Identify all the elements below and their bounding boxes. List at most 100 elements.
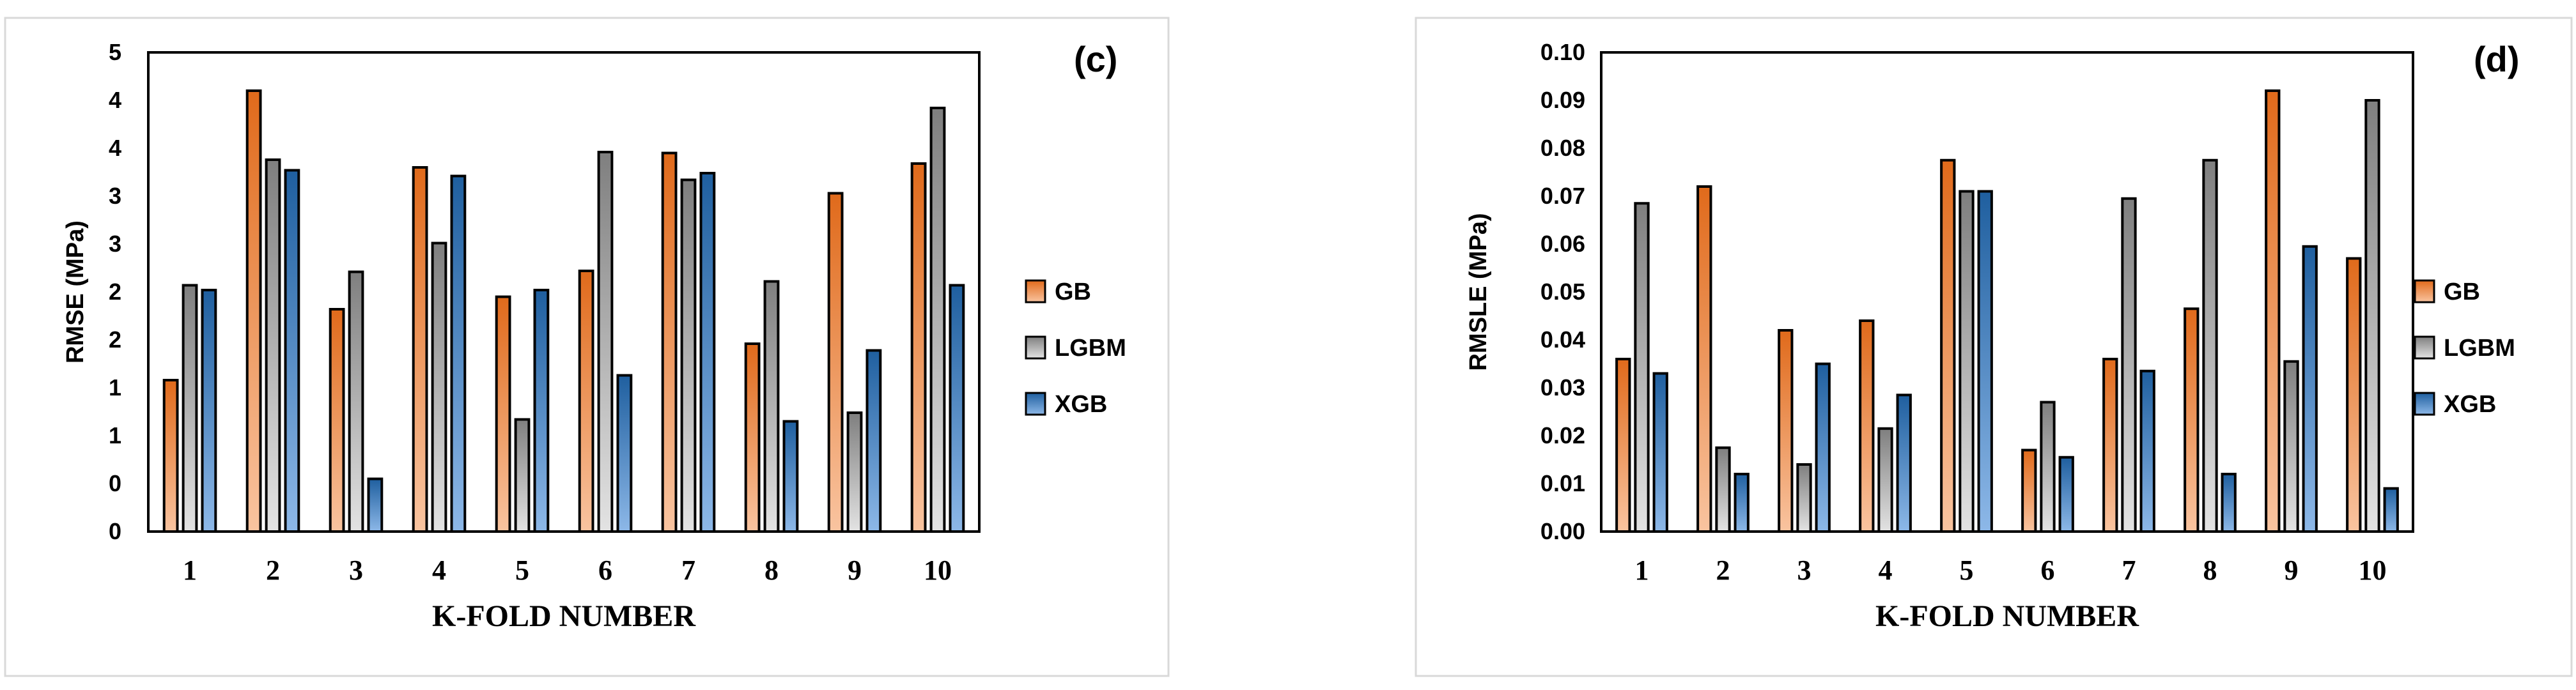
bar-lgbm-fold-7 <box>2121 197 2137 533</box>
bar-lgbm-fold-9 <box>846 411 863 533</box>
legend-label-lgbm: LGBM <box>2444 335 2515 362</box>
y-axis-label: RMSLE (MPa) <box>1465 213 1492 371</box>
y-tick-label: 0.02 <box>1540 422 1585 448</box>
bar-lgbm-fold-10 <box>929 107 946 533</box>
x-tick-label: 3 <box>1797 555 1812 586</box>
x-tick-label: 2 <box>266 555 280 586</box>
legend: GB LGBM XGB <box>2414 279 2515 418</box>
bar-lgbm-fold-1 <box>1634 202 1650 533</box>
bar-gb-fold-3 <box>1778 329 1794 533</box>
x-tick-label: 6 <box>2041 555 2055 586</box>
bar-lgbm-fold-2 <box>265 158 281 533</box>
bar-lgbm-fold-10 <box>2364 99 2380 533</box>
bar-lgbm-fold-7 <box>680 178 697 533</box>
y-tick-label: 0.09 <box>1540 87 1585 113</box>
bar-xgb-fold-8 <box>2221 473 2237 533</box>
y-tick-label: 3 <box>109 183 121 209</box>
bar-gb-fold-2 <box>245 89 262 533</box>
bar-xgb-fold-3 <box>1815 362 1831 533</box>
bar-xgb-fold-2 <box>1734 473 1750 533</box>
bar-xgb-fold-3 <box>367 477 384 533</box>
bar-xgb-fold-10 <box>2383 487 2399 533</box>
y-tick-label: 0.06 <box>1540 231 1585 257</box>
x-tick-label: 7 <box>2122 555 2136 586</box>
bar-xgb-fold-4 <box>1896 394 1912 533</box>
bar-gb-fold-7 <box>2102 358 2118 533</box>
x-tick-label: 1 <box>183 555 197 586</box>
legend-label-xgb: XGB <box>2444 391 2496 418</box>
legend-label-xgb: XGB <box>1055 391 1107 418</box>
bar-lgbm-fold-6 <box>2040 401 2056 533</box>
bar-gb-fold-8 <box>744 342 761 533</box>
bar-xgb-fold-9 <box>2302 245 2318 533</box>
bar-lgbm-fold-4 <box>431 241 447 533</box>
bar-xgb-fold-5 <box>533 289 550 533</box>
bar-xgb-fold-8 <box>782 420 799 533</box>
bar-lgbm-fold-1 <box>182 284 198 533</box>
bar-lgbm-fold-2 <box>1715 446 1731 533</box>
bar-gb-fold-2 <box>1696 185 1712 533</box>
bar-lgbm-fold-5 <box>514 418 531 533</box>
bar-gb-fold-4 <box>412 166 428 533</box>
bar-gb-fold-3 <box>329 308 345 533</box>
x-tick-label: 2 <box>1716 555 1730 586</box>
bar-gb-fold-1 <box>162 379 179 533</box>
bar-lgbm-fold-6 <box>597 151 614 533</box>
x-axis-label: K-FOLD NUMBER <box>432 599 696 633</box>
legend-label-gb: GB <box>2444 279 2480 305</box>
bar-xgb-fold-2 <box>284 169 300 533</box>
legend-swatch-xgb <box>2414 392 2435 416</box>
bar-gb-fold-5 <box>1940 158 1956 533</box>
x-tick-label: 8 <box>2203 555 2217 586</box>
chart-panel-c: (c) RMSE (MPa) K-FOLD NUMBER 0 0 1 1 2 2 3 3 4 4 5… <box>4 17 1170 677</box>
x-tick-label: 10 <box>924 555 952 586</box>
legend: GB LGBM XGB <box>1025 279 1126 418</box>
x-axis-label: K-FOLD NUMBER <box>1875 599 2139 633</box>
y-tick-label: 0 <box>109 518 121 544</box>
y-tick-label: 4 <box>109 87 121 113</box>
bar-lgbm-fold-3 <box>1796 463 1812 533</box>
bar-xgb-fold-5 <box>1977 190 1993 533</box>
y-tick-label: 2 <box>109 279 121 305</box>
x-tick-label: 5 <box>515 555 529 586</box>
bar-gb-fold-10 <box>910 162 927 533</box>
bar-gb-fold-5 <box>495 295 511 533</box>
legend-swatch-lgbm <box>2414 335 2435 360</box>
y-tick-label: 0.00 <box>1540 518 1585 544</box>
bar-gb-fold-9 <box>2265 89 2281 533</box>
y-tick-label: 0.08 <box>1540 135 1585 161</box>
y-tick-label: 1 <box>109 374 121 401</box>
x-tick-label: 3 <box>349 555 363 586</box>
bar-xgb-fold-10 <box>949 284 965 533</box>
y-tick-label: 2 <box>109 326 121 353</box>
bar-gb-fold-10 <box>2346 257 2362 533</box>
bar-lgbm-fold-9 <box>2283 360 2299 533</box>
x-tick-label: 10 <box>2359 555 2387 586</box>
bar-gb-fold-7 <box>661 151 678 533</box>
panel-label: (d) <box>2474 39 2520 79</box>
x-tick-label: 1 <box>1635 555 1649 586</box>
legend-swatch-lgbm <box>1025 335 1046 360</box>
y-tick-label: 0 <box>109 470 121 496</box>
legend-label-lgbm: LGBM <box>1055 335 1126 362</box>
bar-lgbm-fold-3 <box>348 270 364 533</box>
legend-swatch-gb <box>1025 279 1046 303</box>
bar-xgb-fold-1 <box>1652 372 1668 533</box>
y-tick-label: 0.01 <box>1540 470 1585 496</box>
x-tick-label: 9 <box>2285 555 2299 586</box>
legend-label-gb: GB <box>1055 279 1091 305</box>
x-tick-label: 4 <box>432 555 446 586</box>
x-tick-label: 8 <box>764 555 779 586</box>
bar-xgb-fold-6 <box>2058 456 2074 533</box>
y-tick-label: 0.07 <box>1540 183 1585 209</box>
bar-xgb-fold-7 <box>699 172 716 533</box>
y-tick-label: 0.04 <box>1540 326 1585 353</box>
bar-gb-fold-1 <box>1615 358 1631 533</box>
panel-label: (c) <box>1074 39 1117 79</box>
x-tick-label: 6 <box>598 555 612 586</box>
y-tick-label: 4 <box>109 135 121 161</box>
x-tick-label: 4 <box>1879 555 1893 586</box>
bar-xgb-fold-9 <box>865 349 882 533</box>
y-tick-label: 0.05 <box>1540 279 1585 305</box>
